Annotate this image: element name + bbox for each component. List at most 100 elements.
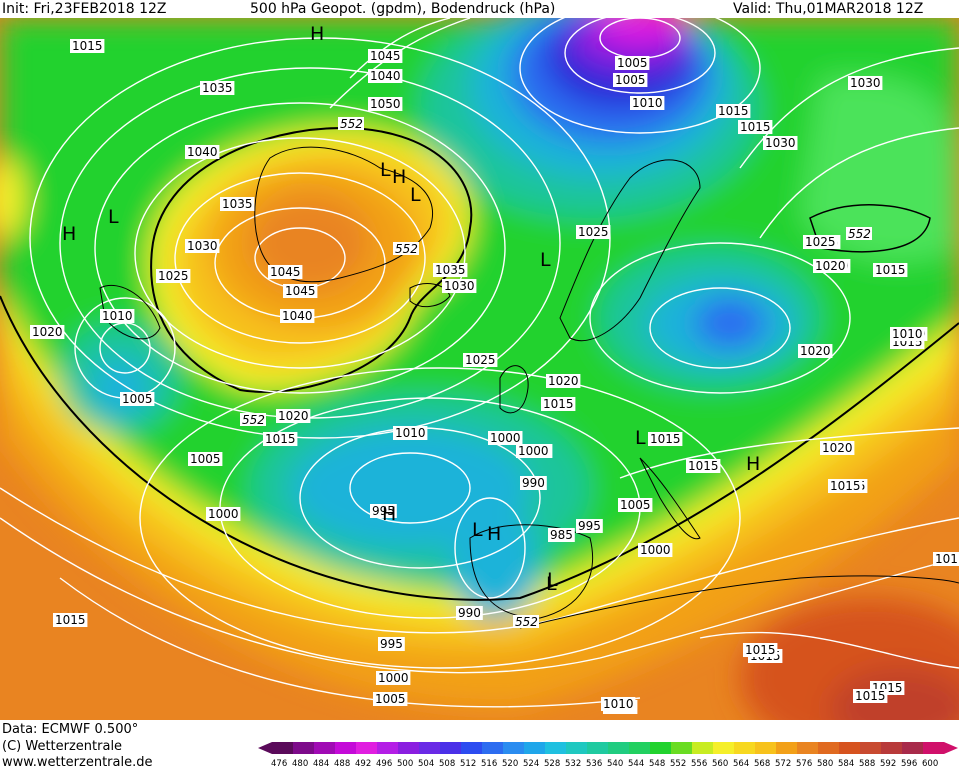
isobar-label: 1005: [615, 73, 646, 87]
scale-cell: [881, 742, 902, 754]
isobar-n-1010: [519, 18, 761, 134]
isobar-label-bg: [263, 432, 298, 446]
magenta-north: [595, 18, 685, 43]
isobar-label-bg: [743, 643, 778, 657]
isobar-label: 1025: [465, 353, 496, 367]
height-label-bg: [846, 227, 872, 240]
contour-552-main: [0, 295, 959, 601]
isobar-med-1015: [619, 427, 959, 479]
height-label-552: 552: [848, 227, 871, 241]
scale-tick-label: 548: [649, 759, 665, 769]
isobar-south-1005: [59, 577, 641, 708]
scale-tick-label: 528: [544, 759, 560, 769]
init-time: Init: Fri,23FEB2018 12Z: [2, 1, 167, 17]
isobar-label: 1015: [72, 39, 103, 53]
pressure-labels-group: 1015 1035 1040 1045 1050 1040 1035 1030 1025 1045…: [30, 39, 959, 714]
scale-tick-label: 476: [271, 759, 287, 769]
scale-cell: [566, 742, 587, 754]
isobar-label: 1005: [190, 452, 221, 466]
scale-tick-label: 544: [628, 759, 644, 769]
isobar-ru-1020: [589, 242, 851, 394]
isobar-label-bg: [200, 81, 235, 95]
scale-tick-label: 600: [922, 759, 938, 769]
isobar-1030: [134, 137, 466, 369]
isobar-label: 1020: [32, 325, 63, 339]
scale-tick-label: 492: [355, 759, 371, 769]
isobar-label-bg: [853, 689, 888, 703]
isobar-atl-995: [349, 452, 471, 524]
isobar-label-bg: [378, 637, 405, 651]
valid-time: Valid: Thu,01MAR2018 12Z: [733, 1, 924, 17]
scale-cell: [650, 742, 671, 754]
isobar-label-bg: [185, 239, 220, 253]
cyan-iberia: [450, 508, 540, 618]
scale-tick-label: 540: [607, 759, 623, 769]
isobar-label: 1015: [543, 397, 574, 411]
isobar-1025: [94, 102, 506, 394]
isobar-label-bg: [716, 104, 751, 118]
isobar-label: 1000: [518, 444, 549, 458]
greenland-coast: [254, 146, 434, 283]
low-pressure-center: L: [108, 206, 119, 228]
isobar-label: 1035: [435, 263, 466, 277]
iberia-coast: [469, 524, 594, 619]
scale-arrow-right: [944, 742, 958, 754]
scale-cell: [692, 742, 713, 754]
isobar-label: 1000: [378, 671, 409, 685]
isobar-label: 995: [578, 519, 601, 533]
scale-tick-label: 568: [754, 759, 770, 769]
data-source: Data: ECMWF 0.500°: [2, 722, 139, 737]
isobar-label-bg: [53, 613, 88, 627]
isobar-label: 1015: [718, 104, 749, 118]
isobar-label: 1000: [208, 507, 239, 521]
isobar-label-bg: [648, 432, 683, 446]
scale-tick-label: 556: [691, 759, 707, 769]
height-labels-group: 552 552 552 552 552: [240, 117, 872, 629]
isobar-label-bg: [368, 69, 403, 83]
britain-coast: [499, 365, 529, 414]
isobar-label-bg: [813, 259, 848, 273]
blue-russia: [695, 298, 765, 348]
scale-tick-label: 584: [838, 759, 854, 769]
contour-552-ne: [809, 204, 931, 253]
scale-tick-label: 520: [502, 759, 518, 769]
lightgreen-patch: [800, 75, 959, 263]
isobar-label-bg: [220, 197, 255, 211]
isobar-label-bg: [548, 528, 575, 542]
height-label-552: 552: [395, 242, 418, 256]
isobar-south-1000: [0, 517, 959, 674]
low-pressure-center: L: [546, 573, 557, 595]
isobar-label: 1010: [603, 697, 634, 711]
isobar-label: 1045: [285, 284, 316, 298]
isobar-label-bg: [368, 49, 403, 63]
isobar-label-bg: [373, 692, 408, 706]
low-pressure-center: L: [547, 569, 558, 591]
isobar-label: 1030: [444, 279, 475, 293]
isobar-label-bg: [933, 552, 959, 566]
isobar-label-bg: [828, 479, 863, 493]
italy-coast: [639, 457, 701, 540]
isobar-label: 1010: [395, 426, 426, 440]
isobar-label: 1015: [650, 432, 681, 446]
isobar-label-bg: [546, 374, 581, 388]
isobar-label-bg: [188, 452, 223, 466]
isobar-label-bg: [613, 73, 648, 87]
isobar-label-bg: [30, 325, 65, 339]
isobar-label-bg: [601, 697, 636, 711]
chart-title: 500 hPa Geopot. (gpdm), Bodendruck (hPa): [250, 1, 556, 17]
height-label-bg: [338, 117, 364, 130]
isobar-label: 1025: [578, 225, 609, 239]
website-link[interactable]: www.wetterzentrale.de: [2, 755, 153, 770]
scale-cell: [902, 742, 923, 754]
scale-cell: [377, 742, 398, 754]
isobar-label: 1010: [632, 96, 663, 110]
isobar-label-bg: [848, 76, 883, 90]
isobar-label: 995: [372, 504, 395, 518]
scale-cell: [524, 742, 545, 754]
isobar-label: 1020: [800, 344, 831, 358]
low-pressure-center: L: [635, 427, 646, 449]
isobar-label-bg: [615, 56, 650, 70]
scale-tick-label: 536: [586, 759, 602, 769]
height-label-bg: [240, 413, 266, 426]
